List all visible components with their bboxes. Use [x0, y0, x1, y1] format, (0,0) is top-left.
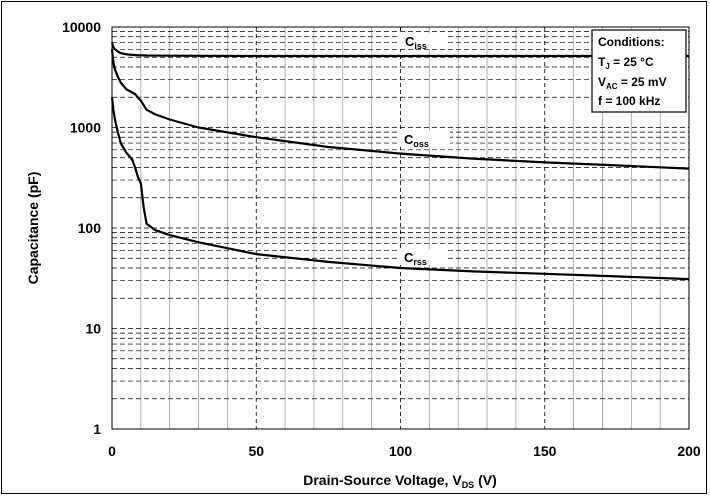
- x-tick-label: 200: [677, 443, 701, 459]
- y-tick-label: 1000: [70, 120, 101, 136]
- y-tick-label: 10000: [62, 19, 101, 35]
- y-tick-label: 100: [78, 220, 102, 236]
- crss-label-bg: [400, 249, 446, 265]
- y-tick-label: 1: [93, 421, 101, 437]
- x-tick-label: 150: [533, 443, 557, 459]
- conditions-title: Conditions:: [598, 35, 665, 49]
- series-label-coss: Coss: [404, 132, 429, 149]
- x-tick-label: 0: [108, 443, 116, 459]
- series-line-crss: [110, 97, 690, 281]
- conditions-box: [591, 29, 687, 113]
- series-line-coss: [110, 49, 690, 170]
- grid-lines: [112, 27, 689, 429]
- series-line-ciss: [110, 42, 689, 58]
- series-label-crss: Crss: [404, 250, 427, 267]
- conditions-freq: f = 100 kHz: [598, 94, 660, 108]
- conditions-tj: TJ = 25 °C: [598, 55, 654, 71]
- plot-area-border: [111, 26, 690, 430]
- series-lines: [110, 42, 690, 281]
- conditions-vac: VAC = 25 mV: [598, 75, 667, 91]
- ciss-label-bg: [400, 33, 446, 49]
- y-tick-label: 10: [85, 321, 101, 337]
- x-tick-label: 100: [389, 443, 413, 459]
- y-axis-title: Capacitance (pF): [25, 172, 41, 285]
- x-axis-title: Drain-Source Voltage, VDS (V): [303, 472, 497, 490]
- coss-label-bg: [400, 131, 450, 147]
- x-tick-label: 50: [248, 443, 264, 459]
- series-label-ciss: Ciss: [405, 34, 427, 51]
- tick-labels: 0 50 100 150 200 1 10 100 1000 10000: [62, 19, 701, 459]
